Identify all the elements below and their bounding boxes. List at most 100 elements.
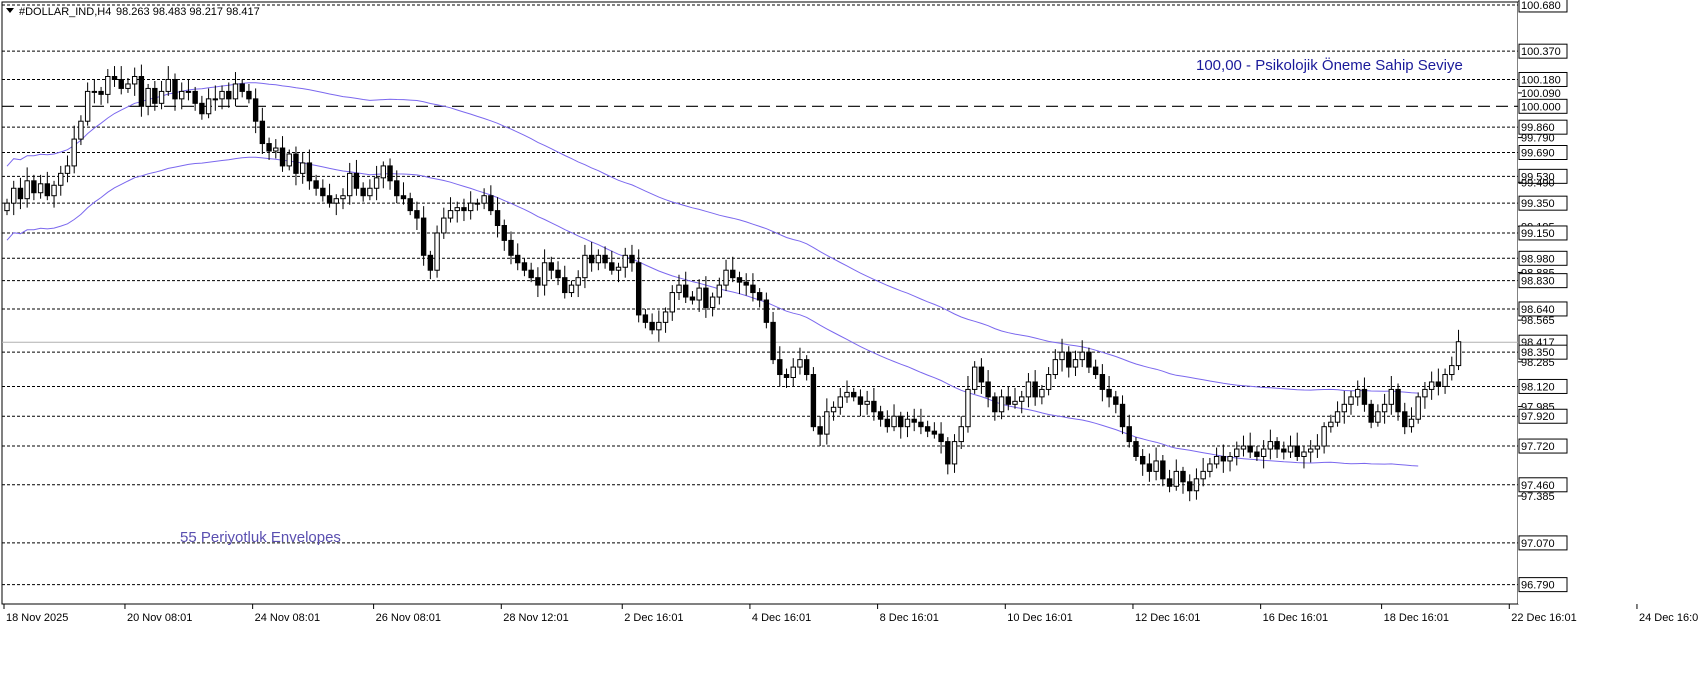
candle-up <box>951 441 958 465</box>
price-tag-box <box>1518 145 1568 160</box>
candle-up <box>656 321 662 331</box>
candle-up <box>273 147 279 152</box>
candle-down <box>629 254 635 264</box>
candle-down <box>400 195 407 200</box>
candle-down <box>548 262 555 271</box>
time-label: 18 Nov 2025 <box>6 612 68 624</box>
candle-up <box>131 76 138 85</box>
price-tag-box <box>1518 98 1568 114</box>
candle-up <box>71 138 77 167</box>
candle-down <box>1066 351 1072 368</box>
candle-up <box>286 153 292 167</box>
time-label: 2 Dec 16:01 <box>624 612 683 624</box>
candle-up <box>84 90 91 122</box>
price-label: 98.640 <box>1521 304 1555 316</box>
price-tag-box <box>1518 195 1568 211</box>
candle-down <box>911 418 917 423</box>
candle-up <box>582 254 588 279</box>
time-label: 24 Dec 16:01 <box>1639 612 1699 624</box>
candle-down <box>515 254 521 264</box>
candle-down <box>1099 374 1106 390</box>
candle-down <box>1146 463 1153 472</box>
price-label: 97.460 <box>1521 480 1555 492</box>
candle-up <box>1388 388 1395 405</box>
candle-down <box>609 262 615 271</box>
candle-down <box>817 426 823 435</box>
candle-up <box>1260 448 1267 457</box>
candle-up <box>1375 411 1381 423</box>
collapse-triangle-icon[interactable] <box>6 8 14 13</box>
time-scale: 18 Nov 2025 20 Nov 08:01 24 Nov 08:01 26 No… <box>3 604 1699 624</box>
candle-down <box>1166 478 1173 487</box>
candle-down <box>1113 396 1119 405</box>
price-tag-box <box>1518 378 1568 394</box>
candle-up <box>1355 388 1361 398</box>
price-label: 98.120 <box>1521 381 1555 393</box>
candle-down <box>461 207 467 212</box>
price-tag-box <box>1518 0 1568 13</box>
candle-down <box>1187 481 1193 492</box>
time-label: 24 Nov 08:01 <box>255 612 320 624</box>
candle-up <box>1234 448 1240 457</box>
chart-header: #DOLLAR_IND,H4 98.263 98.483 98.217 98.4… <box>6 6 260 18</box>
price-label: 100.680 <box>1521 0 1561 12</box>
candle-up <box>1059 351 1065 361</box>
price-tag-box <box>1518 225 1568 241</box>
candle-down <box>535 277 541 286</box>
time-label: 18 Dec 16:01 <box>1384 612 1449 624</box>
candle-down <box>803 359 810 376</box>
candle-up <box>1153 460 1159 472</box>
candle-up <box>1240 445 1247 450</box>
candle-up <box>1079 351 1085 361</box>
candle-up <box>622 254 628 268</box>
candle-up <box>891 415 897 428</box>
candle-down <box>642 314 649 323</box>
candle-down <box>98 90 104 95</box>
candle-up <box>1173 470 1179 487</box>
time-label: 10 Dec 16:01 <box>1007 612 1072 624</box>
candle-down <box>239 83 245 92</box>
candle-down <box>420 217 427 256</box>
candle-down <box>360 187 366 197</box>
candle-down <box>1281 448 1287 453</box>
candle-up <box>615 266 622 271</box>
candle-up <box>1321 426 1327 447</box>
candle-down <box>1119 403 1126 428</box>
price-label: 99.530 <box>1521 171 1555 183</box>
candle-up <box>844 391 850 398</box>
price-label: 99.690 <box>1521 148 1555 160</box>
candle-up <box>723 269 729 286</box>
price-label: 100.090 <box>1521 88 1561 100</box>
candle-up <box>541 262 548 286</box>
time-label: 26 Nov 08:01 <box>376 612 441 624</box>
candle-down <box>293 153 299 174</box>
candle-down <box>871 400 877 413</box>
candle-up <box>1348 396 1354 405</box>
candle-up <box>434 232 440 271</box>
candle-down <box>1254 451 1260 457</box>
candle-up <box>958 426 964 443</box>
candle-down <box>1126 426 1132 443</box>
time-label: 22 Dec 16:01 <box>1511 612 1576 624</box>
candle-down <box>279 147 286 167</box>
candle-up <box>11 187 17 204</box>
candle-down <box>192 90 198 104</box>
candle-up <box>998 396 1005 413</box>
annotation-envelopes: 55 Periyotluk Envelopes <box>180 529 341 546</box>
candle-up <box>1012 400 1018 405</box>
candle-down <box>783 374 790 379</box>
price-label: 96.790 <box>1521 580 1555 592</box>
candle-up <box>1381 403 1388 413</box>
candle-down <box>1086 351 1092 368</box>
candle-up <box>205 98 212 115</box>
candle-down <box>730 269 736 279</box>
candle-up <box>1200 470 1206 480</box>
candle-down <box>44 183 51 197</box>
candle-down <box>918 421 924 428</box>
candle-down <box>407 198 413 212</box>
candle-up <box>145 87 151 107</box>
price-label: 98.285 <box>1521 357 1555 369</box>
candle-down <box>857 396 864 405</box>
